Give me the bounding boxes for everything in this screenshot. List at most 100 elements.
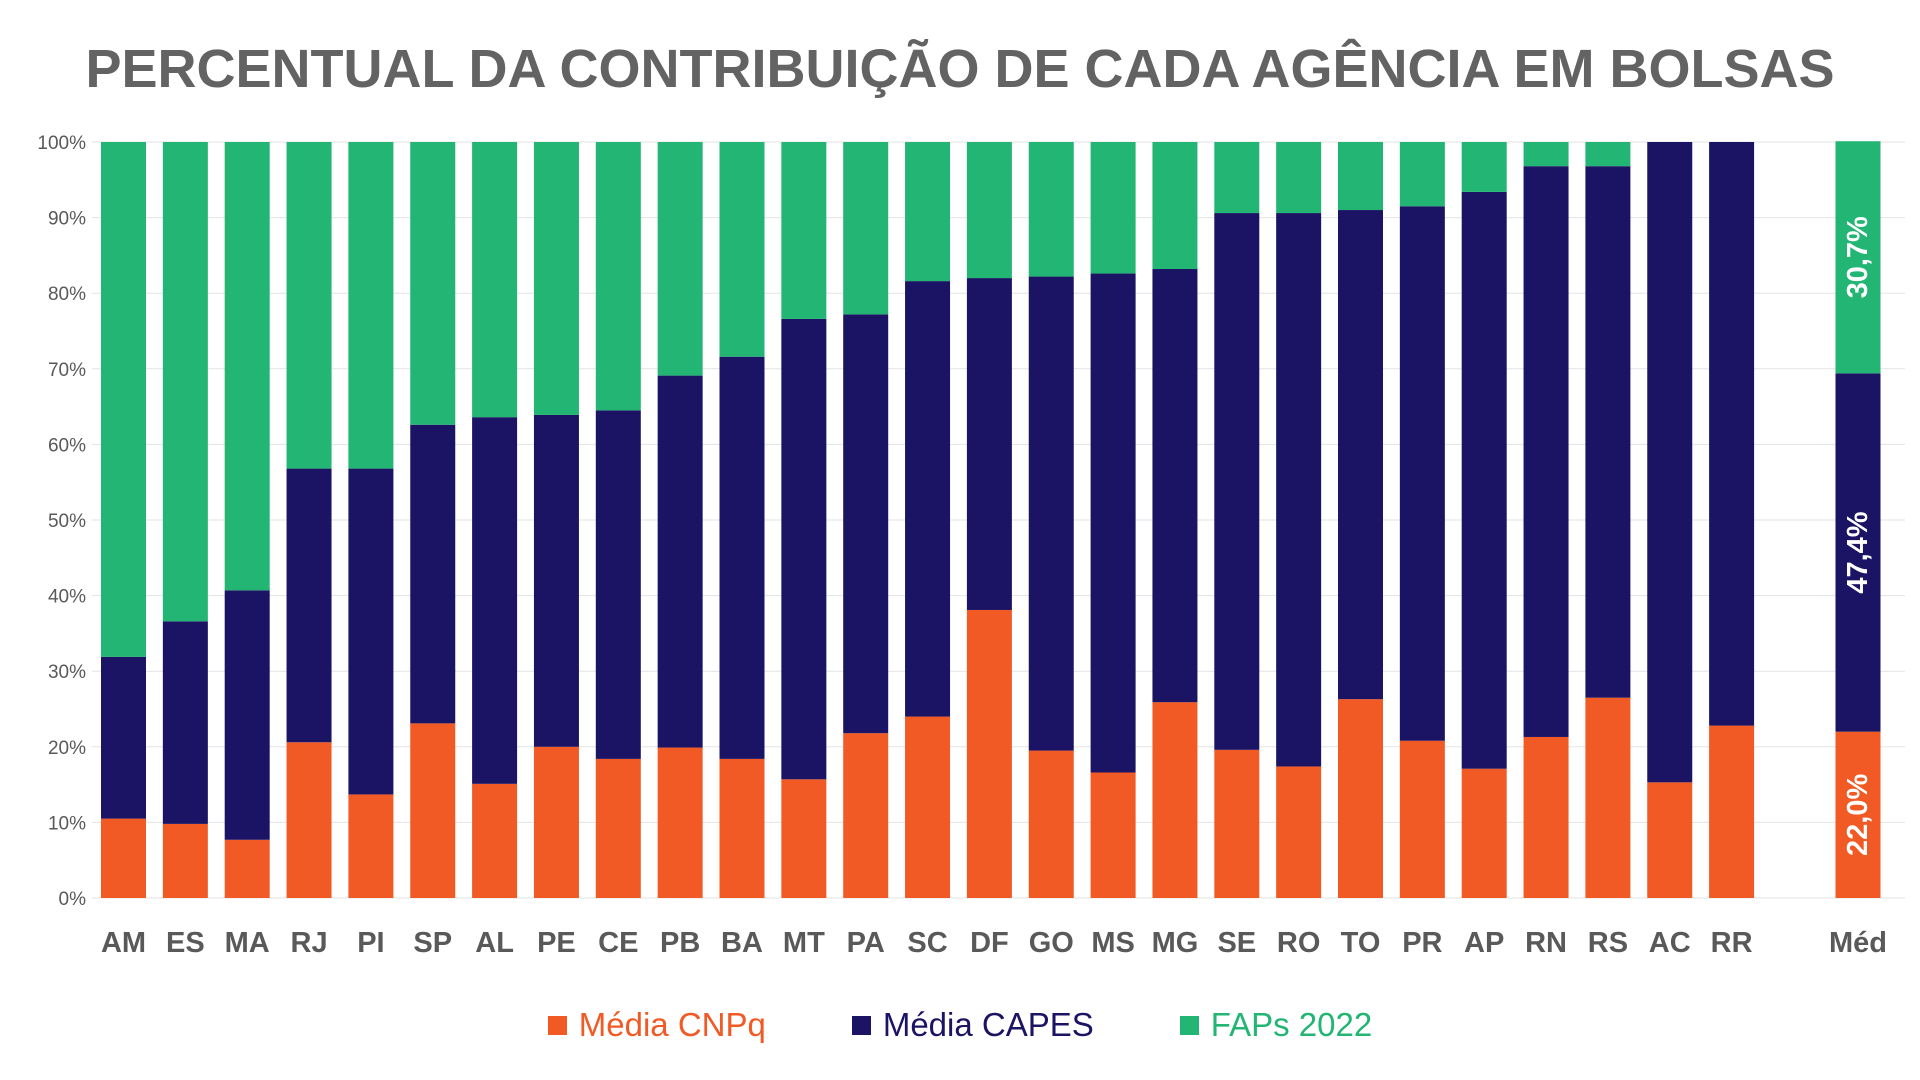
- bar-faps-es: [162, 142, 208, 622]
- bar-capes-go: [1028, 276, 1074, 751]
- legend-label-cnpq: Média CNPq: [578, 1006, 766, 1043]
- x-tick-label: RR: [1711, 927, 1753, 959]
- bar-capes-se: [1214, 213, 1260, 750]
- bar-faps-pb: [657, 142, 703, 376]
- bar-capes-df: [966, 278, 1012, 610]
- bar-capes-mg: [1152, 269, 1198, 703]
- x-tick-label: RN: [1525, 927, 1567, 959]
- y-tick-label: 70%: [48, 360, 86, 381]
- x-tick-label: PR: [1402, 927, 1442, 959]
- bar-faps-rs: [1585, 142, 1631, 167]
- legend-label-faps: FAPs 2022: [1210, 1006, 1373, 1043]
- bar-faps-mt: [781, 142, 827, 319]
- bar-faps-pe: [533, 142, 579, 415]
- bar-faps-mg: [1152, 142, 1198, 270]
- x-tick-label: PI: [357, 927, 384, 959]
- bar-capes-rs: [1585, 166, 1631, 698]
- bar-faps-se: [1214, 142, 1260, 214]
- y-tick-label: 0%: [59, 889, 87, 910]
- bar-faps-ba: [719, 142, 765, 357]
- legend-item-capes: Média CAPES: [851, 1006, 1094, 1044]
- bar-cnpq-rr: [1709, 725, 1755, 898]
- data-label-cnpq: 22,0%: [1842, 774, 1874, 856]
- x-tick-label: ES: [166, 927, 205, 959]
- x-tick-label: MS: [1091, 927, 1135, 959]
- bar-faps-pa: [843, 142, 889, 315]
- legend-swatch-cnpq: [547, 1015, 567, 1035]
- bar-capes-ma: [224, 590, 270, 840]
- legend-swatch-faps: [1179, 1015, 1199, 1035]
- bar-cnpq-se: [1214, 749, 1260, 898]
- bar-faps-go: [1028, 142, 1074, 277]
- bar-cnpq-to: [1338, 699, 1383, 898]
- bar-cnpq-mt: [781, 779, 827, 898]
- x-tick-label: PA: [847, 927, 885, 959]
- bar-faps-rn: [1523, 142, 1569, 167]
- x-tick-label: PB: [660, 927, 700, 959]
- bar-cnpq-pa: [843, 733, 889, 898]
- bar-capes-pr: [1399, 206, 1445, 741]
- bar-cnpq-ap: [1461, 768, 1507, 898]
- bar-faps-sp: [410, 142, 456, 425]
- bar-capes-rj: [286, 468, 332, 743]
- bar-cnpq-rj: [286, 742, 332, 898]
- bar-capes-sc: [905, 281, 951, 717]
- bar-cnpq-am: [101, 818, 146, 898]
- bar-capes-ce: [595, 410, 641, 759]
- x-tick-label: PE: [537, 927, 576, 959]
- x-tick-label: SC: [907, 927, 947, 959]
- x-tick-label: AM: [101, 927, 146, 959]
- bar-faps-ce: [595, 142, 641, 411]
- y-tick-label: 60%: [48, 435, 86, 456]
- data-label-capes: 47,4%: [1842, 511, 1874, 593]
- bar-capes-pi: [348, 468, 394, 795]
- bar-cnpq-sc: [905, 716, 951, 898]
- bar-cnpq-ac: [1647, 782, 1693, 898]
- bar-cnpq-es: [162, 823, 208, 898]
- bar-cnpq-sp: [410, 723, 456, 898]
- legend: Média CNPq Média CAPES FAPs 2022: [0, 1006, 1920, 1044]
- x-tick-label: MG: [1152, 927, 1199, 959]
- bar-cnpq-ms: [1090, 772, 1136, 898]
- bar-capes-mt: [781, 318, 827, 780]
- bar-cnpq-pe: [533, 746, 579, 898]
- x-tick-label: SP: [413, 927, 452, 959]
- bar-cnpq-go: [1028, 750, 1074, 898]
- chart-title: PERCENTUAL DA CONTRIBUIÇÃO DE CADA AGÊNC…: [85, 39, 1835, 99]
- x-tick-label: CE: [598, 927, 638, 959]
- x-tick-label: AP: [1464, 927, 1504, 959]
- x-tick-label: DF: [970, 927, 1009, 959]
- bar-capes-es: [162, 621, 208, 824]
- legend-label-capes: Média CAPES: [882, 1006, 1094, 1043]
- x-tick-label: RO: [1277, 927, 1321, 959]
- x-tick-label: MA: [225, 927, 270, 959]
- bar-cnpq-pb: [657, 747, 703, 898]
- y-tick-label: 40%: [48, 587, 86, 608]
- bar-cnpq-mg: [1152, 702, 1198, 898]
- bar-faps-al: [472, 142, 518, 418]
- bar-capes-rr: [1709, 142, 1755, 726]
- bar-faps-ap: [1461, 142, 1507, 192]
- y-tick-label: 50%: [48, 511, 86, 532]
- bar-faps-df: [966, 142, 1012, 279]
- bar-capes-ba: [719, 356, 765, 759]
- x-tick-label: Méd: [1829, 927, 1887, 959]
- bar-cnpq-ce: [595, 758, 641, 898]
- x-tick-label: GO: [1029, 927, 1074, 959]
- bar-capes-pa: [843, 314, 889, 734]
- bar-faps-sc: [905, 142, 951, 282]
- bar-cnpq-méd: [1835, 731, 1881, 898]
- y-tick-label: 80%: [48, 284, 86, 305]
- bar-capes-ap: [1461, 191, 1507, 769]
- bar-cnpq-ma: [224, 839, 270, 898]
- bar-capes-ac: [1647, 142, 1693, 783]
- legend-swatch-capes: [851, 1015, 871, 1035]
- legend-item-faps: FAPs 2022: [1179, 1006, 1373, 1044]
- y-tick-label: 10%: [48, 813, 86, 834]
- x-tick-label: MT: [783, 927, 825, 959]
- bar-cnpq-ba: [719, 758, 765, 898]
- bar-faps-am: [101, 142, 146, 657]
- y-tick-label: 100%: [37, 133, 86, 154]
